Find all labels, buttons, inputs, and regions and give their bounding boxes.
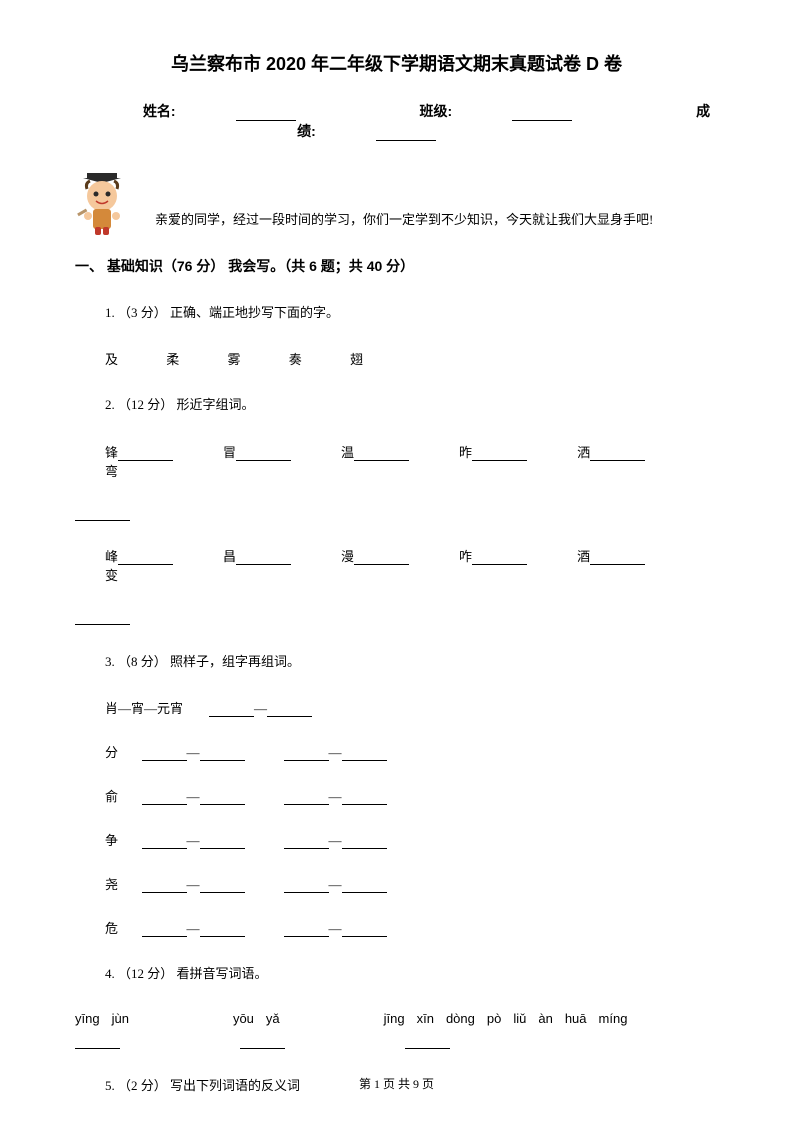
intro-text: 亲爱的同学，经过一段时间的学习，你们一定学到不少知识，今天就让我们大显身手吧!: [155, 208, 653, 236]
fill-item: 酒: [577, 546, 645, 565]
fill-item: 温: [341, 442, 409, 461]
fill-item: 变: [105, 565, 118, 584]
char-item: 雾: [228, 352, 241, 367]
fill-item: 咋: [459, 546, 527, 565]
question-3: 3. （8 分） 照样子，组字再组词。: [75, 650, 718, 673]
q2-row1-end: [75, 505, 718, 521]
class-field: 班级:: [390, 103, 603, 119]
fill-item: 冒: [223, 442, 291, 461]
char-item: 及: [105, 352, 118, 367]
page-footer: 第 1 页 共 9 页: [0, 1075, 793, 1092]
section-1-header: 一、 基础知识（76 分） 我会写。（共 6 题；共 40 分）: [75, 256, 718, 276]
name-field: 姓名:: [113, 103, 326, 119]
q4-pinyin: yīng jùn yōu yǎ jīng xīn dòng pò liǔ àn …: [75, 1011, 718, 1026]
student-info-line: 姓名: 班级: 成绩:: [75, 101, 718, 141]
fill-item: 弯: [105, 461, 118, 480]
q2-row2: 峰 昌 漫 咋 酒 变: [75, 546, 718, 584]
q3-item: 尧 — —: [75, 874, 718, 893]
q3-item: 俞 — —: [75, 786, 718, 805]
page-title: 乌兰察布市 2020 年二年级下学期语文期末真题试卷 D 卷: [75, 50, 718, 76]
intro-row: 亲爱的同学，经过一段时间的学习，你们一定学到不少知识，今天就让我们大显身手吧!: [75, 171, 718, 236]
q2-row2-end: [75, 609, 718, 625]
char-item: 柔: [166, 352, 179, 367]
question-2: 2. （12 分） 形近字组词。: [75, 393, 718, 416]
fill-item: 漫: [341, 546, 409, 565]
q1-chars: 及 柔 雾 奏 翅: [75, 349, 718, 368]
char-item: 翅: [350, 352, 363, 367]
q3-item: 危 — —: [75, 918, 718, 937]
mascot-icon: [75, 171, 130, 236]
q4-answer-blanks: [75, 1036, 718, 1049]
fill-item: 洒: [577, 442, 645, 461]
fill-item: 锋: [105, 442, 173, 461]
fill-item: 峰: [105, 546, 173, 565]
question-1: 1. （3 分） 正确、端正地抄写下面的字。: [75, 301, 718, 324]
char-item: 奏: [289, 352, 302, 367]
q3-item: 争 — —: [75, 830, 718, 849]
question-4: 4. （12 分） 看拼音写词语。: [75, 962, 718, 985]
q2-row1: 锋 冒 温 昨 洒 弯: [75, 442, 718, 480]
fill-item: 昌: [223, 546, 291, 565]
fill-item: 昨: [459, 442, 527, 461]
q3-example: 肖—宵—元宵 —: [75, 698, 718, 717]
q3-item: 分 — —: [75, 742, 718, 761]
